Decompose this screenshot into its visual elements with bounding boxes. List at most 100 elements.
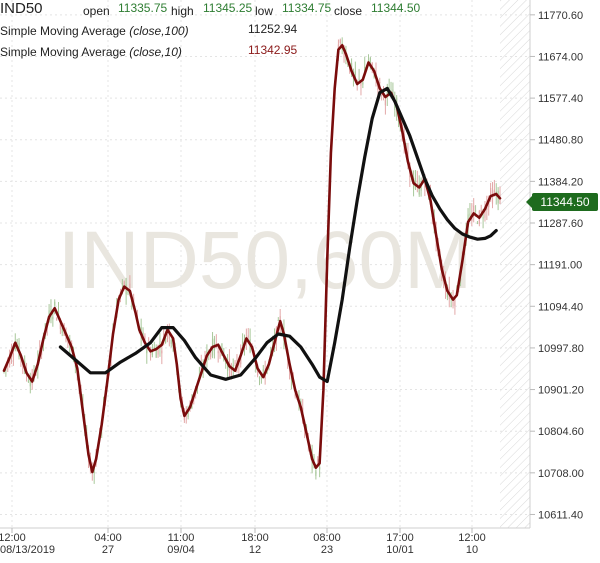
candle-body [52,317,54,320]
y-tick-label: 10997.80 [538,343,584,355]
candle-body [469,213,471,216]
sma100-line [58,86,498,384]
candle-body [480,210,482,212]
y-tick-label: 11094.40 [538,301,583,313]
candle-body [484,206,486,218]
x-tick-time: 08:00 [313,532,341,544]
candle-body [473,205,475,217]
candle-body [61,327,63,333]
candle-body [48,310,50,318]
y-tick-label: 11191.00 [538,260,582,272]
candle-body [422,175,424,183]
candle-body [300,400,302,405]
x-tick-time: 11:00 [168,532,195,544]
candle-body [294,393,296,397]
candle-body [247,335,249,337]
sma10-line [2,44,502,474]
candle-body [230,364,232,377]
candle-body [474,210,477,212]
candle-body [170,339,172,344]
candle-body [418,183,420,195]
candle-body [379,81,381,83]
candle-body [27,380,30,382]
candle-body [262,369,264,372]
candle-body [187,410,189,417]
candle-body [358,78,360,80]
candle-body [242,341,244,345]
future-area-hatch [500,0,530,528]
candle-body [416,180,418,182]
candle-body [493,189,495,194]
candle-body [226,361,229,371]
candle-body [371,62,373,67]
candle-body [360,80,362,86]
candle-body [388,87,390,89]
candle-body [163,333,165,336]
candle-body [129,283,131,289]
candle-body [29,380,31,387]
candle-body [315,470,317,476]
y-axis: 11770.60 11674.00 11577.40 11480.80 11384.20… [530,10,584,521]
candle-body [381,91,383,96]
x-tick-date: 10 [466,544,478,556]
candle-body [354,71,356,81]
candle-body [183,416,185,421]
candle-body [155,349,157,358]
x-tick-time: 17:00 [386,532,414,544]
y-tick-label: 11770.60 [538,10,583,22]
candle-body [313,455,315,461]
candle-body [35,374,37,376]
candle-body [39,348,41,350]
x-tick-time: 12:00 [0,532,26,544]
candle-body [414,178,417,188]
candle-body [446,292,448,298]
x-tick-date: 09/04 [167,544,195,556]
candle-body [161,350,163,354]
candle-body [127,292,129,294]
x-tick-time: 04:00 [94,532,122,544]
x-tick-date: 27 [102,544,114,556]
candle-body [121,283,123,285]
candle-body [217,351,219,354]
symbol-watermark: IND50,60M [58,215,473,306]
y-tick-label: 10804.60 [538,426,584,438]
candle-body [257,371,259,376]
x-tick-date: 10/01 [386,544,414,556]
candle-body [490,188,492,195]
x-axis: 12:0008/13/201904:002711:0009/0418:00120… [0,528,486,556]
y-tick-label: 11384.20 [538,176,583,188]
candle-body [219,345,221,357]
candle-body [392,89,394,98]
candle-body [164,338,167,344]
y-tick-label: 11674.00 [538,51,583,63]
candle-body [386,90,388,96]
candle-body [347,63,349,65]
candle-body [12,353,14,356]
candle-body [210,351,212,357]
candle-body [319,466,321,470]
candle-body [54,301,56,306]
x-tick-time: 18:00 [241,532,269,544]
candle-body [56,318,58,321]
candle-body [384,99,386,106]
candle-body [146,348,148,354]
candle-body [343,53,345,58]
y-tick-label: 10901.20 [538,385,584,397]
y-tick-label: 11577.40 [538,93,583,105]
y-tick-label: 11287.60 [538,218,583,230]
y-tick-label: 11480.80 [538,135,583,147]
candle-body [377,83,379,91]
candle-body [234,362,236,364]
y-tick-label: 10611.40 [538,509,583,521]
series-lines [2,44,502,474]
candle-body [482,217,484,219]
candle-body [488,200,490,208]
candle-body [59,321,61,329]
candle-body [149,351,152,358]
candle-body [454,297,456,306]
candle-body [476,222,479,224]
candle-body [255,367,257,369]
candle-body [157,345,159,355]
